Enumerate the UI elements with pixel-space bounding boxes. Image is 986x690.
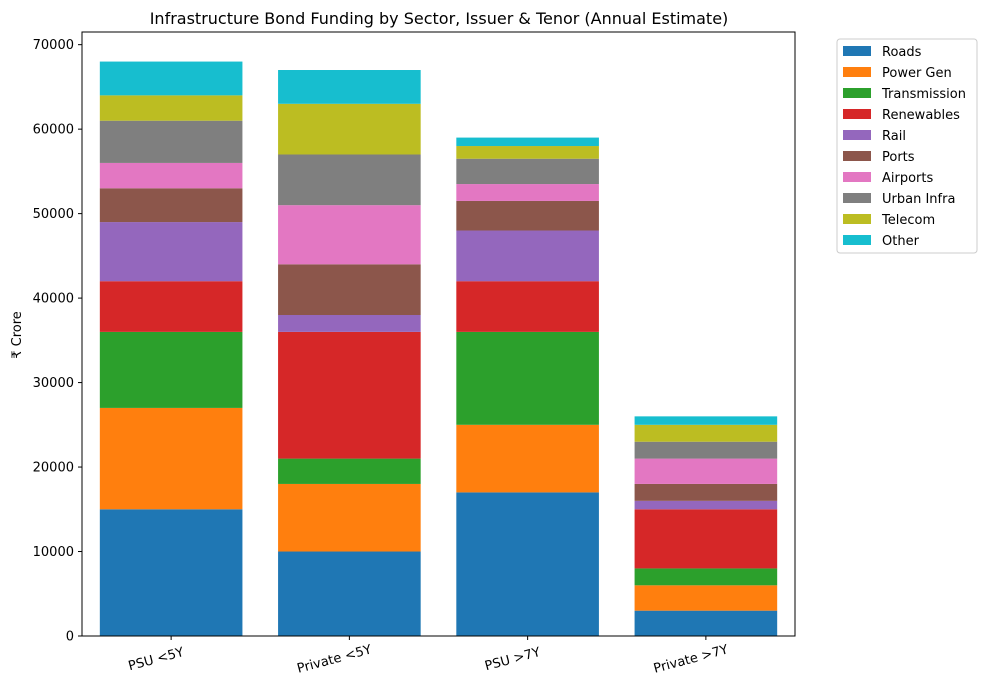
bar-segment-roads-1 <box>278 551 421 636</box>
bar-segment-renewables-2 <box>456 281 599 332</box>
chart-title: Infrastructure Bond Funding by Sector, I… <box>150 9 729 28</box>
legend-swatch-transmission <box>843 88 871 98</box>
bar-segment-ports-2 <box>456 200 599 231</box>
bars-layer <box>99 61 778 636</box>
bar-segment-power-gen-2 <box>456 424 599 493</box>
bar-segment-rail-1 <box>278 314 421 332</box>
bar-segment-airports-1 <box>278 205 421 265</box>
legend: Roads Power Gen Transmission Renewables Rail… <box>836 38 978 254</box>
bar-segment-transmission-3 <box>634 568 778 586</box>
bar-segment-telecom-2 <box>456 146 599 159</box>
legend-label: Rail <box>882 129 906 144</box>
y-axis-label: ₹ Crore <box>10 311 25 359</box>
bar-segment-rail-3 <box>634 500 778 510</box>
bar-segment-airports-0 <box>99 162 243 189</box>
bar-segment-ports-3 <box>634 483 778 501</box>
legend-box <box>836 38 978 254</box>
legend-label: Other <box>882 234 920 249</box>
bar-segment-power-gen-1 <box>278 483 421 552</box>
y-tick-label: 70000 <box>33 38 74 53</box>
legend-label: Roads <box>882 45 922 60</box>
legend-swatch-power-gen <box>843 67 871 77</box>
legend-label: Airports <box>882 171 933 186</box>
legend-swatch-renewables <box>843 109 871 119</box>
legend-label: Power Gen <box>882 66 952 81</box>
bar-segment-roads-3 <box>634 610 778 636</box>
bar-segment-ports-0 <box>99 188 243 223</box>
bar-segment-airports-3 <box>634 458 778 484</box>
bar-segment-telecom-3 <box>634 424 778 442</box>
legend-label: Ports <box>882 150 915 165</box>
y-tick-label: 40000 <box>33 292 74 307</box>
bar-segment-other-2 <box>456 137 599 147</box>
legend-label: Urban Infra <box>882 192 955 207</box>
legend-swatch-rail <box>843 130 871 140</box>
bar-segment-roads-2 <box>456 492 599 636</box>
bar-segment-airports-2 <box>456 184 599 201</box>
bar-segment-transmission-2 <box>456 331 599 425</box>
bar-segment-telecom-0 <box>99 95 243 121</box>
bar-segment-other-1 <box>278 70 421 104</box>
y-tick-label: 10000 <box>33 545 74 560</box>
legend-swatch-urban-infra <box>843 193 871 203</box>
bar-segment-rail-2 <box>456 230 599 282</box>
bar-segment-urban-infra-0 <box>99 120 243 163</box>
legend-label: Transmission <box>881 87 966 102</box>
bar-segment-transmission-1 <box>278 458 421 484</box>
bar-segment-telecom-1 <box>278 103 421 155</box>
y-tick-label: 20000 <box>33 461 74 476</box>
bar-segment-renewables-0 <box>99 281 243 332</box>
bar-segment-transmission-0 <box>99 331 243 408</box>
legend-label: Telecom <box>881 213 935 228</box>
legend-label: Renewables <box>882 108 960 123</box>
bar-segment-power-gen-0 <box>99 407 243 510</box>
bar-segment-rail-0 <box>99 222 243 282</box>
y-tick-label: 50000 <box>33 207 74 222</box>
y-tick-label: 0 <box>66 630 74 645</box>
legend-swatch-roads <box>843 46 871 56</box>
legend-swatch-other <box>843 235 871 245</box>
bar-segment-urban-infra-3 <box>634 441 778 459</box>
bar-segment-urban-infra-1 <box>278 154 421 206</box>
bar-segment-roads-0 <box>99 509 243 636</box>
plot-frame <box>81 31 796 637</box>
bar-segment-urban-infra-2 <box>456 158 599 185</box>
bar-segment-other-3 <box>634 416 778 425</box>
legend-swatch-telecom <box>843 214 871 224</box>
bar-segment-renewables-1 <box>278 331 421 459</box>
bar-segment-power-gen-3 <box>634 585 778 611</box>
legend-swatch-airports <box>843 172 871 182</box>
y-tick-label: 30000 <box>33 376 74 391</box>
bar-segment-ports-1 <box>278 264 421 315</box>
bar-segment-renewables-3 <box>634 509 778 569</box>
y-tick-label: 60000 <box>33 123 74 138</box>
bar-segment-other-0 <box>99 61 243 96</box>
legend-swatch-ports <box>843 151 871 161</box>
